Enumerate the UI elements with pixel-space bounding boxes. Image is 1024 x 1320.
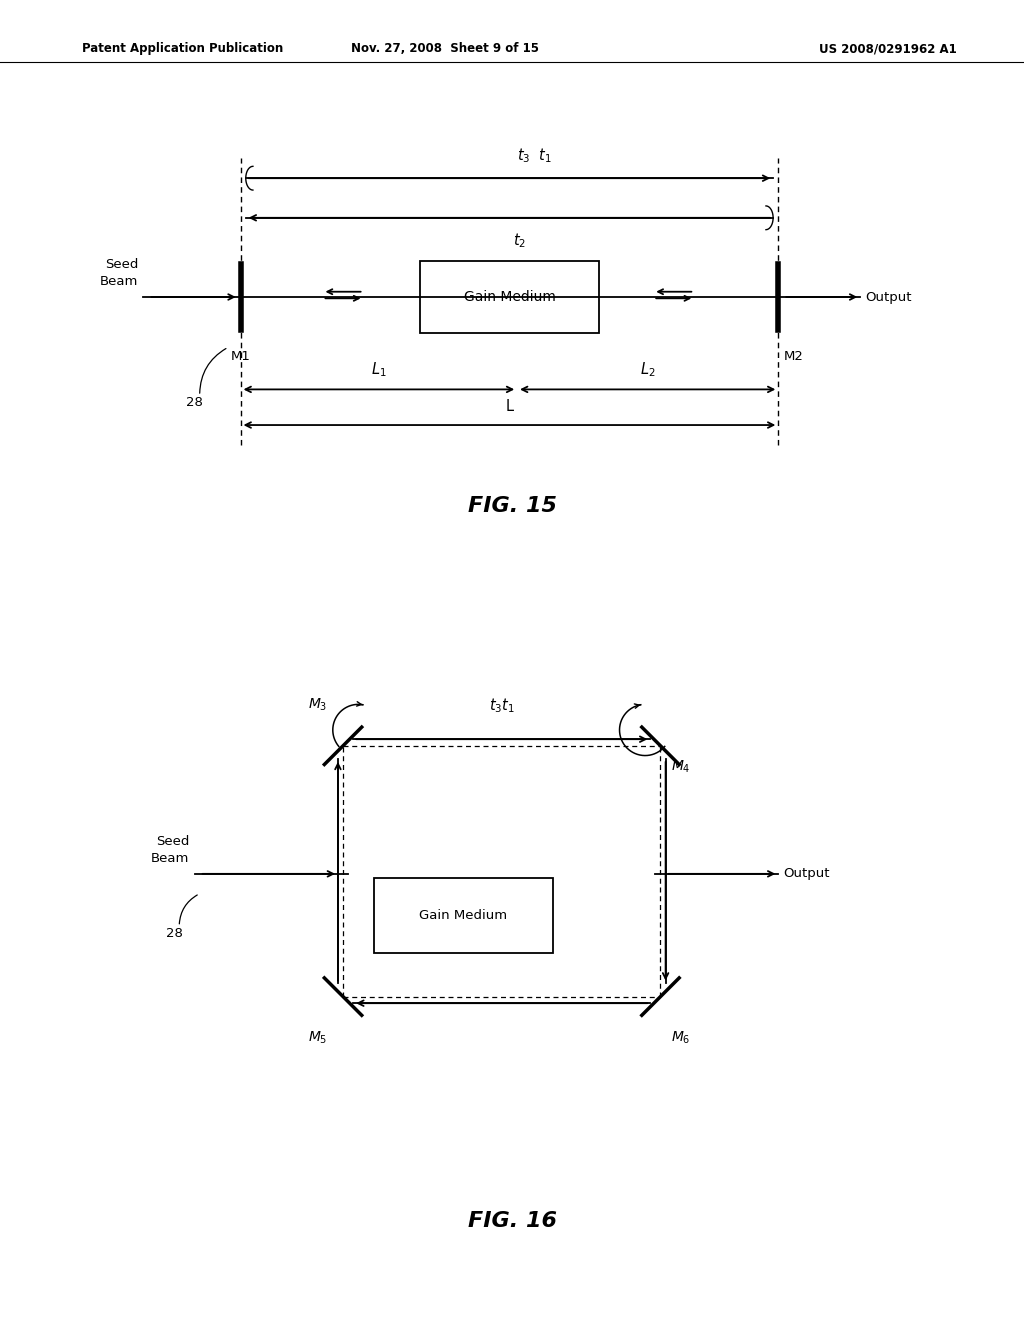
Text: $M_3$: $M_3$	[308, 697, 328, 713]
Text: $L_2$: $L_2$	[640, 360, 655, 379]
Text: Output: Output	[783, 867, 829, 880]
Text: M1: M1	[230, 350, 251, 363]
Text: 28: 28	[186, 396, 203, 409]
Text: $L_1$: $L_1$	[371, 360, 387, 379]
Text: $M_6$: $M_6$	[671, 1030, 690, 1045]
Text: Nov. 27, 2008  Sheet 9 of 15: Nov. 27, 2008 Sheet 9 of 15	[351, 42, 540, 55]
Text: $t_3$$t_1$: $t_3$$t_1$	[488, 697, 515, 715]
Text: Gain Medium: Gain Medium	[419, 909, 508, 921]
Text: Seed
Beam: Seed Beam	[152, 836, 189, 865]
Text: $M_4$: $M_4$	[671, 759, 690, 775]
Bar	[374, 878, 553, 953]
Text: US 2008/0291962 A1: US 2008/0291962 A1	[819, 42, 957, 55]
Text: $M_5$: $M_5$	[308, 1030, 328, 1045]
Text: Output: Output	[865, 290, 911, 304]
Text: $t_3$  $t_1$: $t_3$ $t_1$	[517, 147, 553, 165]
Text: Gain Medium: Gain Medium	[464, 290, 555, 304]
Text: FIG. 16: FIG. 16	[468, 1210, 556, 1232]
Text: L: L	[506, 400, 513, 414]
Text: Seed
Beam: Seed Beam	[100, 259, 138, 288]
Text: $t_2$: $t_2$	[513, 231, 526, 249]
Text: FIG. 15: FIG. 15	[468, 495, 556, 516]
Text: 28: 28	[166, 927, 182, 940]
Bar	[420, 261, 599, 333]
Text: Patent Application Publication: Patent Application Publication	[82, 42, 284, 55]
Text: M2: M2	[783, 350, 803, 363]
